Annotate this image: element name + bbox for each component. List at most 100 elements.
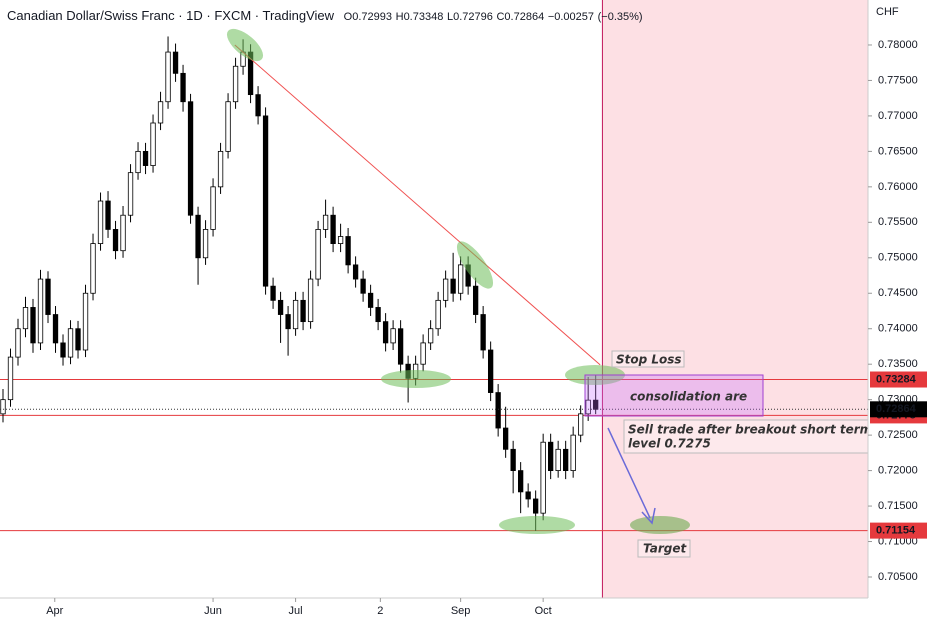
candle-body: [585, 399, 591, 415]
candle-body: [187, 101, 194, 216]
candle-body: [360, 278, 366, 294]
candle-body: [217, 150, 224, 188]
candle-body: [502, 427, 509, 450]
candle-body: [60, 342, 66, 358]
candle-body: [157, 101, 164, 124]
candle-body: [90, 243, 96, 294]
candle-body: [480, 314, 486, 351]
candle-body: [375, 307, 381, 323]
price-axis: CHF 0.705000.710000.715000.720000.725000…: [867, 0, 927, 625]
level-label: 0.73284: [876, 373, 917, 385]
highlight: [381, 370, 451, 388]
x-tick-label: Jun: [204, 605, 222, 617]
ohlc-letter: C: [496, 11, 504, 23]
candle-body: [472, 285, 479, 315]
change-pct: (−0.35%): [598, 11, 643, 23]
consolidation-box: [584, 374, 764, 417]
candle-body: [232, 65, 239, 103]
candle-body: [548, 441, 554, 471]
candle-body: [172, 51, 179, 74]
candle-body: [307, 278, 314, 323]
candle-body: [517, 470, 524, 493]
candle-body: [262, 115, 269, 287]
candle-body: [52, 314, 59, 344]
highlight: [456, 241, 494, 289]
candle-body: [292, 299, 299, 330]
candle-body: [337, 236, 344, 244]
axis-bg: [868, 0, 927, 625]
target-label: Target: [643, 542, 688, 556]
arrow: [607, 427, 651, 519]
candle-body: [37, 278, 44, 344]
axis-unit: CHF: [876, 6, 899, 18]
candle-body: [450, 278, 456, 294]
candle-body: [525, 491, 531, 500]
candle-body: [22, 307, 29, 330]
candle-body: [45, 278, 51, 315]
last-price-label: 0.72864: [876, 403, 917, 415]
x-tick-label: 2: [377, 605, 383, 617]
x-tick-label: Jul: [289, 605, 303, 617]
y-tick-label: 0.75500: [878, 216, 918, 228]
highlight: [499, 516, 575, 534]
sell-note: Sell trade after breakout short term: [628, 423, 872, 437]
candle-body: [225, 101, 231, 152]
y-tick-label: 0.76500: [878, 145, 918, 157]
annotations: Stop Loss consolidation are Sell trade a…: [226, 28, 872, 558]
candle-body: [97, 200, 104, 244]
candle-body: [210, 186, 216, 230]
ohlc-letter: O: [344, 11, 353, 23]
change: −0.00257: [548, 11, 594, 23]
low-value: 0.72796: [453, 11, 493, 23]
candle-body: [578, 413, 584, 436]
high-value: 0.73348: [404, 11, 444, 23]
candle-body: [165, 51, 171, 103]
x-tick-label: Apr: [46, 605, 63, 617]
candle-body: [420, 342, 426, 365]
ohlc-letter: L: [447, 11, 453, 23]
y-tick-label: 0.78000: [878, 39, 918, 51]
y-tick-label: 0.75000: [878, 252, 918, 264]
candle-body: [593, 399, 599, 410]
last-price-tag: [870, 401, 927, 418]
candle-body: [457, 264, 464, 294]
candle-body: [67, 328, 74, 358]
sell-note: level 0.7275: [628, 437, 711, 451]
candle-body: [427, 328, 434, 344]
candle-body: [180, 72, 186, 103]
highlight: [226, 28, 264, 62]
candle-body: [510, 448, 516, 471]
background-layer: [601, 0, 868, 598]
candle-body: [330, 214, 336, 244]
candle-body: [570, 434, 576, 471]
x-tick-label: Oct: [535, 605, 552, 617]
candle-body: [75, 328, 81, 351]
candle-body: [487, 349, 494, 393]
marks-layer: [0, 36, 868, 532]
candle-body: [127, 172, 134, 216]
header: Canadian Dollar/Swiss Franc · 1D · FXCM …: [7, 8, 643, 23]
label-box: [611, 350, 685, 368]
candle-body: [202, 229, 209, 259]
y-tick-label: 0.70500: [878, 571, 918, 583]
candle-body: [533, 498, 539, 514]
ohlc-letter: H: [396, 11, 404, 23]
y-tick-label: 0.76000: [878, 181, 918, 193]
candle-body: [285, 314, 291, 330]
candle-body: [382, 321, 389, 344]
candle-body: [555, 448, 561, 471]
y-tick-label: 0.71500: [878, 500, 918, 512]
candle-body: [390, 328, 396, 344]
candle-body: [30, 307, 36, 344]
candle-body: [367, 292, 374, 308]
candle-body: [352, 264, 359, 280]
y-tick-label: 0.77000: [878, 110, 918, 122]
y-tick-label: 0.74500: [878, 287, 918, 299]
arrow-head: [641, 507, 656, 525]
trend-line: [234, 44, 601, 366]
y-tick-label: 0.74000: [878, 323, 918, 335]
candle-body: [495, 392, 501, 429]
candle-body: [112, 229, 119, 252]
candle-body: [195, 214, 201, 259]
